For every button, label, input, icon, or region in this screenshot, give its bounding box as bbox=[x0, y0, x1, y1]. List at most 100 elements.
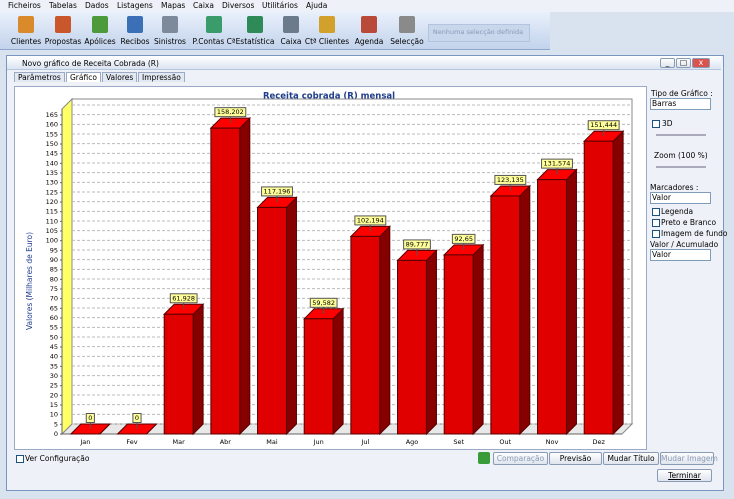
bar-side bbox=[192, 303, 204, 436]
tab[interactable]: Parâmetros bbox=[14, 72, 65, 82]
y-tick-label: 20 bbox=[50, 391, 58, 399]
menu-item[interactable]: Dados bbox=[85, 1, 109, 10]
value-label: 131,574 bbox=[544, 160, 571, 168]
menu-item[interactable]: Ajuda bbox=[306, 1, 328, 10]
close-button[interactable]: Terminar bbox=[657, 469, 712, 482]
y-tick-label: 130 bbox=[46, 179, 58, 187]
menu-item[interactable]: Utilitários bbox=[262, 1, 298, 10]
bar-side bbox=[472, 243, 484, 436]
bar-side bbox=[519, 184, 531, 436]
select[interactable]: Barras bbox=[650, 98, 711, 110]
value-label: 92,65 bbox=[454, 235, 473, 243]
y-tick-label: 5 bbox=[54, 420, 58, 428]
selection-label: Nenhuma selecção definida bbox=[432, 28, 524, 36]
x-tick-label: Mai bbox=[266, 438, 278, 446]
value-label: 89,777 bbox=[406, 240, 429, 248]
bar-side bbox=[379, 225, 391, 436]
footer-button[interactable]: Mudar Imagem bbox=[660, 452, 718, 465]
bar bbox=[490, 195, 521, 435]
menu-item[interactable]: Ficheiros bbox=[8, 1, 41, 10]
toolbar-icon[interactable] bbox=[127, 16, 143, 33]
toolbar-icon[interactable] bbox=[399, 16, 415, 33]
bar bbox=[350, 235, 381, 435]
toolbar-icon[interactable] bbox=[18, 16, 34, 33]
toolbar-icon[interactable] bbox=[319, 16, 335, 33]
menu-item[interactable]: Tabelas bbox=[49, 1, 77, 10]
menu-item[interactable]: Diversos bbox=[222, 1, 255, 10]
value-label: 123,135 bbox=[497, 176, 524, 184]
bar bbox=[210, 127, 241, 435]
y-tick-label: 25 bbox=[50, 382, 58, 390]
value-label: 0 bbox=[88, 414, 92, 422]
checkbox[interactable] bbox=[652, 208, 660, 216]
x-tick-label: Jul bbox=[360, 438, 369, 446]
toolbar-icon[interactable] bbox=[162, 16, 178, 33]
value-label: 151,444 bbox=[590, 121, 617, 129]
select[interactable]: Valor bbox=[650, 249, 711, 261]
toolbar-button[interactable]: Sinistros bbox=[154, 37, 186, 46]
toolbar-button[interactable]: Ctª Clientes bbox=[304, 37, 350, 46]
checkbox-label: Legenda bbox=[661, 207, 694, 216]
bar bbox=[443, 254, 474, 435]
y-tick-label: 155 bbox=[46, 130, 58, 138]
toolbar-icon[interactable] bbox=[247, 16, 263, 33]
y-tick-label: 140 bbox=[46, 159, 58, 167]
toolbar-button[interactable]: Apólices bbox=[84, 37, 116, 46]
checkbox-label: 3D bbox=[662, 119, 673, 128]
bar bbox=[257, 206, 287, 435]
y-tick-label: 125 bbox=[46, 188, 58, 196]
tab[interactable]: Valores bbox=[102, 72, 138, 82]
bar-side bbox=[565, 168, 577, 436]
select[interactable]: Valor bbox=[650, 192, 711, 204]
refresh-icon[interactable] bbox=[478, 452, 490, 464]
menu-item[interactable]: Mapas bbox=[161, 1, 186, 10]
toolbar-icon[interactable] bbox=[92, 16, 108, 33]
y-tick-label: 35 bbox=[50, 362, 58, 370]
minimize-button[interactable]: _ bbox=[660, 58, 675, 68]
x-tick-label: Abr bbox=[220, 438, 232, 446]
slider[interactable] bbox=[656, 134, 706, 136]
toolbar-button[interactable]: Agenda bbox=[354, 37, 384, 46]
x-tick-label: Ago bbox=[406, 438, 419, 446]
bar-side bbox=[239, 116, 251, 436]
chart-title: Receita cobrada (R) mensal bbox=[263, 92, 395, 102]
footer-button[interactable]: Mudar Título bbox=[603, 452, 659, 465]
y-tick-label: 160 bbox=[46, 121, 58, 129]
toolbar-button[interactable]: Propostas bbox=[44, 37, 82, 46]
y-axis-label: Valores (Milhares de Euro) bbox=[25, 232, 34, 330]
y-tick-label: 50 bbox=[50, 333, 58, 341]
footer-button[interactable]: Previsão bbox=[549, 452, 602, 465]
left-wall bbox=[61, 97, 73, 436]
slider[interactable] bbox=[656, 166, 706, 168]
menu-item[interactable]: Listagens bbox=[117, 1, 153, 10]
checkbox[interactable] bbox=[652, 230, 660, 238]
y-tick-label: 65 bbox=[50, 304, 58, 312]
toolbar-button[interactable]: P.Contas Cª bbox=[192, 37, 236, 46]
x-tick-label: Fev bbox=[126, 438, 137, 446]
checkbox[interactable] bbox=[652, 120, 660, 128]
bar-side bbox=[425, 249, 437, 436]
toolbar-icon[interactable] bbox=[283, 16, 299, 33]
checkbox[interactable] bbox=[16, 455, 24, 463]
toolbar-icon[interactable] bbox=[361, 16, 377, 33]
maximize-button[interactable]: □ bbox=[676, 58, 691, 68]
toolbar-button[interactable]: Selecção bbox=[390, 37, 424, 46]
toolbar-button[interactable]: Recibos bbox=[120, 37, 150, 46]
toolbar-button[interactable]: Estatística bbox=[235, 37, 275, 46]
x-tick-label: Jan bbox=[79, 438, 90, 446]
tab[interactable]: Impressão bbox=[138, 72, 185, 82]
close-window-button[interactable]: x bbox=[692, 58, 710, 68]
toolbar-icon[interactable] bbox=[55, 16, 71, 33]
x-tick-label: Nov bbox=[546, 438, 559, 446]
toolbar-button[interactable]: Caixa bbox=[280, 37, 302, 46]
tab[interactable]: Gráfico bbox=[66, 72, 101, 82]
toolbar-button[interactable]: Clientes bbox=[10, 37, 42, 46]
value-label-box bbox=[169, 293, 198, 304]
menu-bar bbox=[0, 0, 734, 12]
toolbar-icon[interactable] bbox=[206, 16, 222, 33]
footer-button[interactable]: Comparação bbox=[493, 452, 548, 465]
y-tick-label: 55 bbox=[50, 324, 58, 332]
checkbox[interactable] bbox=[652, 219, 660, 227]
bar-side bbox=[612, 130, 624, 436]
menu-item[interactable]: Caixa bbox=[193, 1, 214, 10]
